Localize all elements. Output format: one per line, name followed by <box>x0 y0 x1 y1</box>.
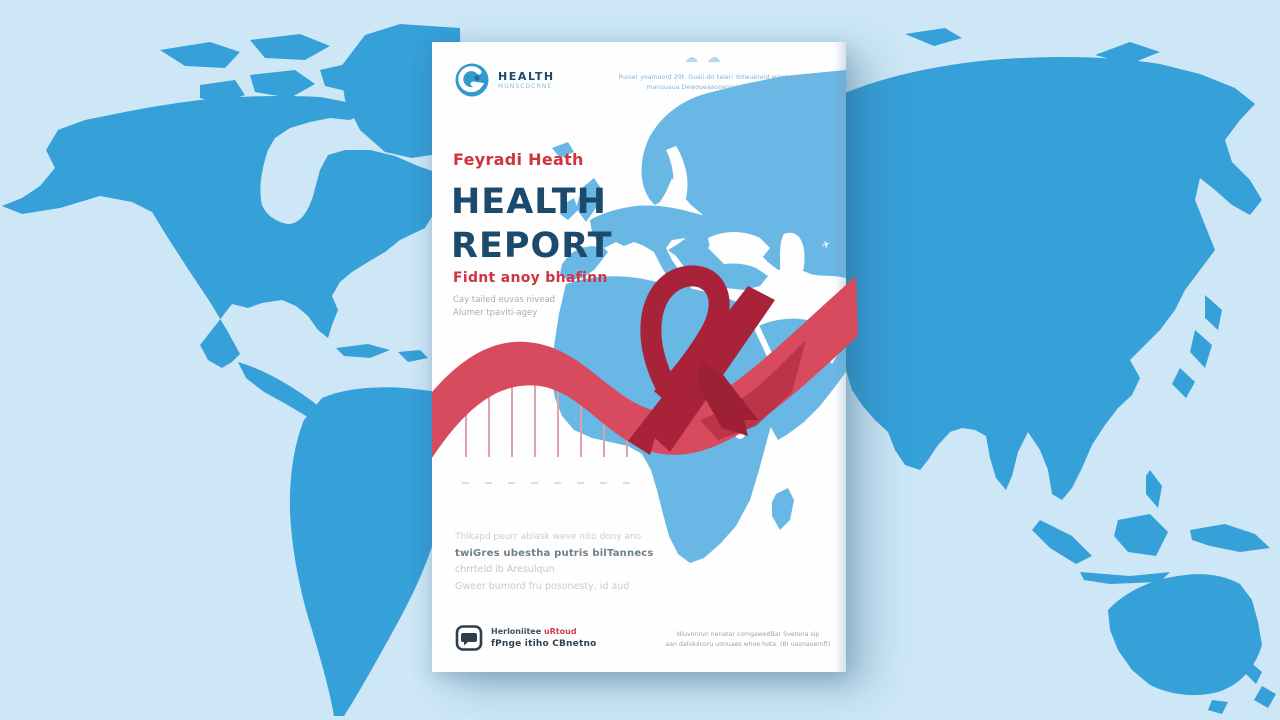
brand-lockup: HEALTH MUNSCDCRNE <box>454 62 555 98</box>
body-line3: chrrteld ib Aresulqun <box>455 564 555 575</box>
footer-left-line1-dark: Herloniitee <box>491 627 544 636</box>
body-line2: twiGres ubestha putris bilTannecs <box>455 547 654 559</box>
axis-tick <box>554 482 561 484</box>
stem <box>488 375 490 457</box>
footer-note: Niuvonrun nenatar comgawedBar Svetena si… <box>662 630 834 650</box>
stem <box>534 352 536 457</box>
brand-tagline: MUNSCDCRNE <box>498 82 553 90</box>
stem <box>557 360 559 457</box>
title-line2: REPORT <box>451 226 613 266</box>
body-line1: Thikapd peurr abiask weve nito dony ano <box>455 532 642 542</box>
axis-tick <box>600 482 607 484</box>
subtitle: Fidnt anoy bhafinn <box>453 270 608 286</box>
axis-tick <box>531 482 538 484</box>
subtitle-note: Cay tailed euvas nivead Alumer tpaviti-a… <box>453 294 555 320</box>
stem-chart <box>462 344 665 484</box>
axis-tick <box>485 482 492 484</box>
globe-swirl-icon <box>455 63 489 97</box>
cloud-icon: ☁ ☁ <box>684 50 723 66</box>
brand-name: HEALTH <box>498 69 555 83</box>
footer-left-line1-red: uRtoud <box>543 627 577 636</box>
stem <box>626 397 628 457</box>
axis-tick <box>577 482 584 484</box>
body-copy: Thikapd peurr abiask weve nito dony ano … <box>455 529 654 595</box>
axis-tick <box>623 482 630 484</box>
report-cover: HEALTH MUNSCDCRNE ☁ ☁ Punier yoamuord 20… <box>432 42 846 672</box>
footer-brand: Herloniitee uRtoud fPnge itiho CBnetno <box>455 624 596 652</box>
footer-note-line2: aan dalidulcoru uonuaes whoe hota. (BI u… <box>665 641 831 648</box>
body-line4: Gweer bumord fru posonesty, id aud <box>455 580 630 592</box>
subtitle-note-line2: Alumer tpaviti-agey <box>453 308 538 318</box>
header-note-line1: Punier yoamuord 20t. Guaii-do taieri Yot… <box>618 75 818 81</box>
header-note: Punier yoamuord 20t. Guaii-do taieri Yot… <box>600 74 836 93</box>
axis-tick <box>508 482 515 484</box>
stem <box>465 389 467 457</box>
header-note-line2: manuuaua Dewoueaaooenieique mauli-oseou <box>646 84 790 91</box>
plane-icon: ✈ <box>797 253 805 263</box>
stem <box>603 386 605 457</box>
footer-note-line1: Niuvonrun nenatar comgawedBar Svetena si… <box>676 631 820 638</box>
stem <box>580 373 582 457</box>
axis-tick <box>462 482 469 484</box>
stem <box>511 362 513 457</box>
chat-bubble-icon <box>455 625 483 651</box>
footer-left-line1: Herloniitee uRtoud <box>491 626 596 638</box>
page-title: HEALTH REPORT <box>451 180 613 268</box>
footer-left-line2: fPnge itiho CBnetno <box>491 639 597 649</box>
eyebrow-text: Feyradi Heath <box>453 150 584 169</box>
subtitle-note-line1: Cay tailed euvas nivead <box>453 295 556 305</box>
title-line1: HEALTH <box>451 182 607 222</box>
